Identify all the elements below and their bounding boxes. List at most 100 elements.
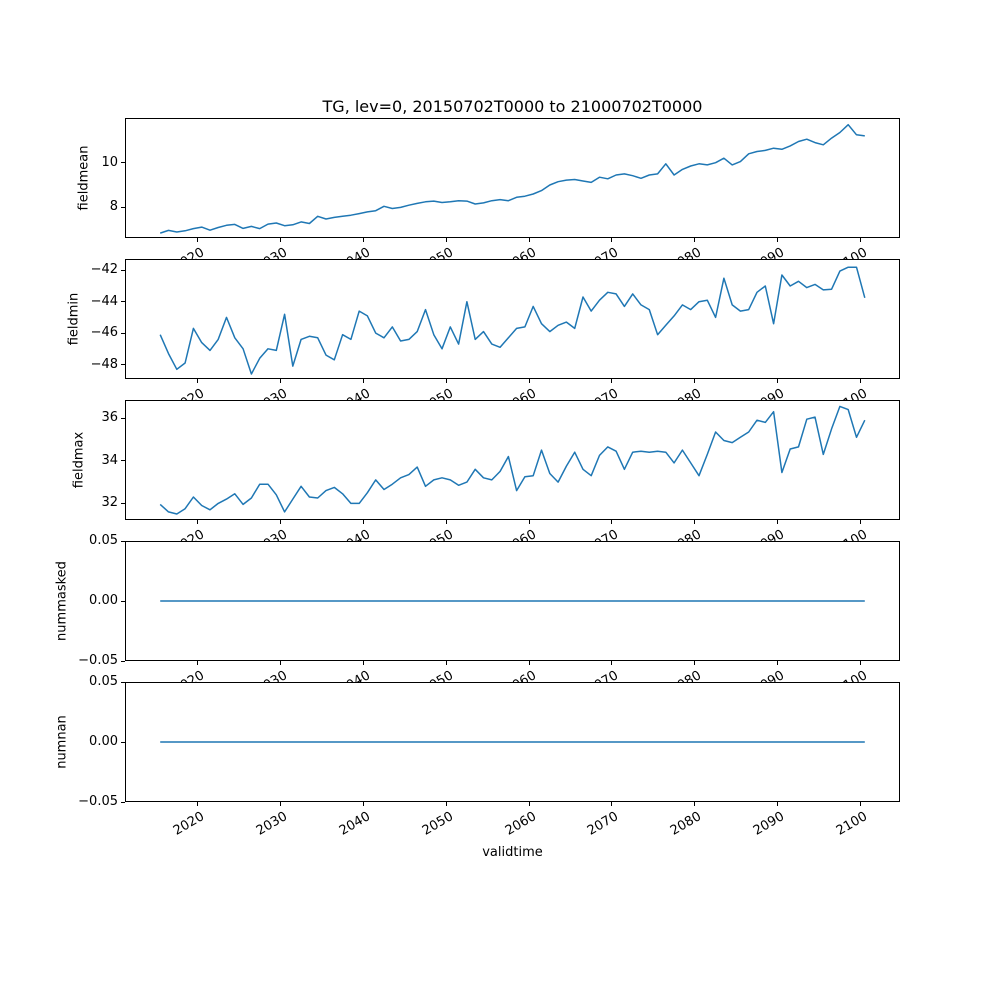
x-tick-mark: [445, 379, 447, 383]
x-tick-mark: [279, 379, 281, 383]
y-tick-label: 10: [101, 154, 118, 170]
y-tick-mark: [121, 206, 125, 208]
axes-spines: [125, 259, 900, 379]
x-tick-mark: [611, 520, 613, 524]
y-tick-label: 0.05: [89, 533, 118, 548]
figure-title: TG, lev=0, 20150702T0000 to 21000702T000…: [322, 97, 703, 116]
x-tick-mark: [860, 520, 862, 524]
x-tick-mark: [445, 238, 447, 242]
x-tick-mark: [362, 520, 364, 524]
x-tick-mark: [611, 238, 613, 242]
x-tick-mark: [528, 802, 530, 806]
y-tick-label: 0.05: [89, 674, 118, 689]
x-tick-label: 2100: [833, 809, 871, 839]
x-tick-mark: [528, 520, 530, 524]
x-tick-mark: [611, 802, 613, 806]
y-tick-label: −48: [90, 356, 118, 372]
x-tick-mark: [197, 661, 199, 665]
axes-spines: [125, 541, 900, 661]
x-tick-mark: [362, 802, 364, 806]
series-line-fieldmean: [159, 123, 865, 234]
y-tick-label: −0.05: [78, 794, 118, 809]
x-tick-mark: [445, 802, 447, 806]
y-tick-label: −44: [90, 293, 118, 309]
x-tick-mark: [279, 802, 281, 806]
x-tick-mark: [694, 661, 696, 665]
x-tick-label: 2020: [170, 809, 208, 839]
y-tick-label: 36: [101, 410, 118, 426]
x-tick-mark: [528, 238, 530, 242]
y-tick-mark: [121, 162, 125, 164]
axes-spines: [125, 400, 900, 520]
x-tick-mark: [362, 238, 364, 242]
x-tick-mark: [777, 379, 779, 383]
x-tick-mark: [860, 379, 862, 383]
y-tick-label: 34: [101, 452, 118, 468]
y-tick-label: −0.05: [78, 653, 118, 668]
x-tick-mark: [777, 661, 779, 665]
y-tick-mark: [121, 660, 125, 662]
y-tick-mark: [121, 801, 125, 803]
x-tick-mark: [445, 520, 447, 524]
series-line-fieldmax: [159, 405, 866, 515]
x-tick-mark: [279, 661, 281, 665]
x-tick-mark: [694, 379, 696, 383]
y-tick-mark: [121, 681, 125, 683]
y-tick-mark: [121, 364, 125, 366]
x-tick-mark: [860, 661, 862, 665]
x-tick-mark: [197, 520, 199, 524]
x-tick-mark: [279, 238, 281, 242]
x-tick-mark: [197, 238, 199, 242]
x-tick-mark: [445, 661, 447, 665]
y-tick-label: 0.00: [89, 593, 118, 608]
y-tick-mark: [121, 741, 125, 743]
x-tick-mark: [777, 802, 779, 806]
y-tick-mark: [121, 460, 125, 462]
axes-spines: [125, 682, 900, 802]
x-tick-label: 2090: [751, 809, 788, 839]
x-tick-label: 2060: [502, 809, 539, 839]
y-tick-label: 32: [101, 495, 118, 511]
x-tick-mark: [694, 802, 696, 806]
x-tick-mark: [777, 520, 779, 524]
x-tick-label: 2050: [419, 809, 456, 839]
y-tick-label: −46: [90, 325, 118, 341]
axes-plot-area: [125, 682, 900, 802]
x-tick-label: 2080: [668, 809, 705, 839]
y-tick-mark: [121, 332, 125, 334]
x-tick-mark: [197, 379, 199, 383]
y-tick-label: 0.00: [89, 734, 118, 749]
y-tick-label: −42: [90, 262, 118, 278]
y-tick-mark: [121, 540, 125, 542]
x-tick-mark: [279, 520, 281, 524]
y-tick-mark: [121, 600, 125, 602]
x-tick-mark: [860, 238, 862, 242]
x-tick-label: 2030: [253, 809, 290, 839]
x-tick-label: 2070: [585, 809, 622, 839]
y-tick-label: 8: [109, 199, 118, 215]
x-tick-mark: [611, 379, 613, 383]
x-tick-mark: [611, 661, 613, 665]
y-tick-mark: [121, 502, 125, 504]
y-tick-mark: [121, 269, 125, 271]
x-tick-mark: [694, 238, 696, 242]
x-tick-mark: [528, 661, 530, 665]
y-tick-mark: [121, 301, 125, 303]
x-tick-mark: [694, 520, 696, 524]
x-tick-mark: [777, 238, 779, 242]
axes-spines: [125, 118, 900, 238]
axes-plot-area: [125, 118, 900, 238]
x-axis-label: validtime: [482, 845, 543, 860]
x-tick-mark: [362, 379, 364, 383]
x-tick-mark: [528, 379, 530, 383]
axes-plot-area: [125, 259, 900, 379]
x-tick-mark: [362, 661, 364, 665]
axes-plot-area: [125, 400, 900, 520]
x-tick-mark: [197, 802, 199, 806]
series-line-fieldmin: [159, 266, 866, 375]
x-tick-mark: [860, 802, 862, 806]
x-tick-label: 2040: [336, 809, 373, 839]
axes-plot-area: [125, 541, 900, 661]
y-tick-mark: [121, 417, 125, 419]
